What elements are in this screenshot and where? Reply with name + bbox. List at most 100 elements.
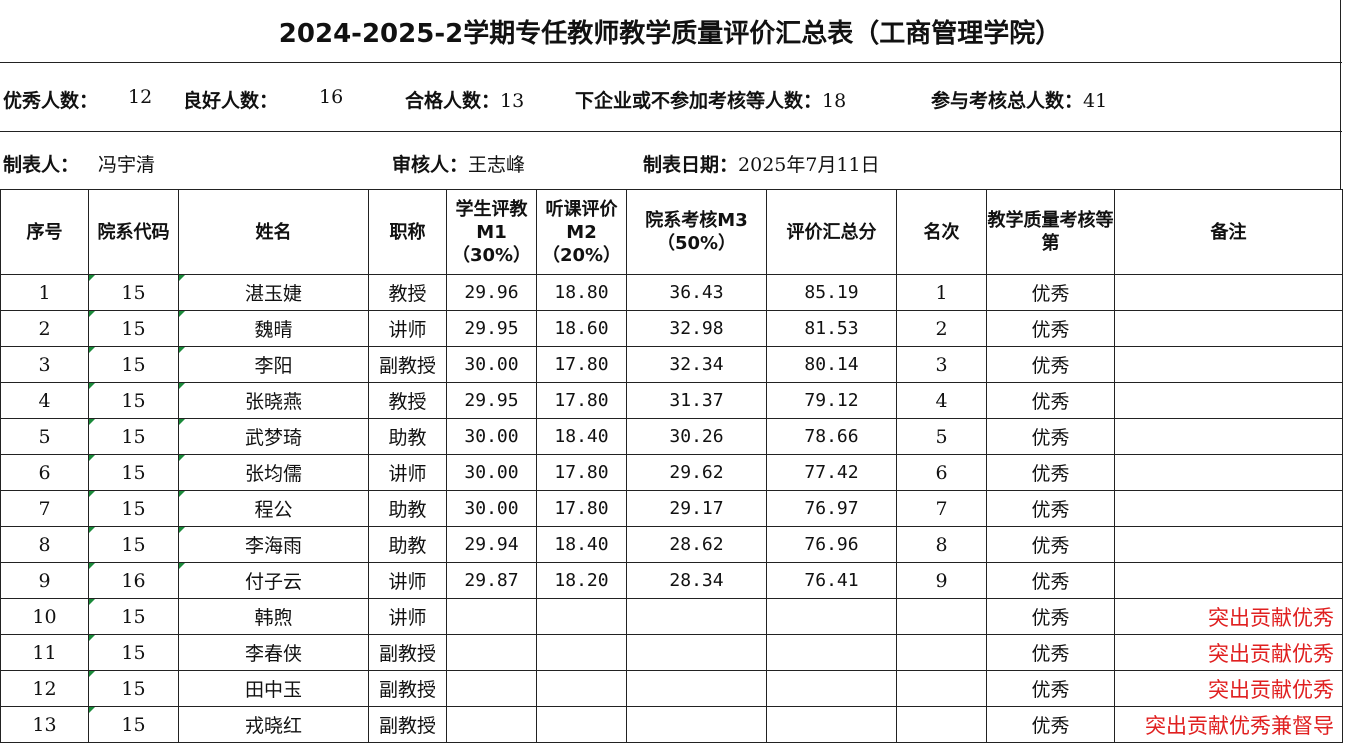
cell-m3[interactable] (626, 670, 767, 707)
cell-m3[interactable]: 32.98 (626, 310, 767, 347)
cell-name[interactable]: 程公 (178, 490, 369, 527)
cell-index[interactable]: 1 (0, 274, 89, 311)
cell-m2[interactable] (536, 706, 627, 743)
header-m2[interactable]: 听课评价M2（20%） (536, 189, 627, 275)
cell-name[interactable]: 李阳 (178, 346, 369, 383)
cell-index[interactable]: 2 (0, 310, 89, 347)
pass-count[interactable]: 合格人数：13 (405, 86, 524, 113)
cell-title[interactable]: 讲师 (368, 598, 447, 635)
header-remark[interactable]: 备注 (1114, 189, 1343, 275)
cell-total-score[interactable] (766, 598, 897, 635)
cell-m2[interactable]: 17.80 (536, 382, 627, 419)
cell-m1[interactable] (446, 634, 537, 671)
cell-remark[interactable] (1114, 274, 1343, 311)
cell-m3[interactable]: 31.37 (626, 382, 767, 419)
cell-dept-code[interactable]: 15 (88, 526, 179, 563)
cell-index[interactable]: 8 (0, 526, 89, 563)
cell-m1[interactable]: 29.95 (446, 310, 537, 347)
cell-m2[interactable] (536, 670, 627, 707)
cell-m1[interactable]: 30.00 (446, 490, 537, 527)
cell-remark[interactable] (1114, 454, 1343, 491)
cell-m1[interactable] (446, 598, 537, 635)
cell-remark[interactable] (1114, 418, 1343, 455)
cell-index[interactable]: 3 (0, 346, 89, 383)
cell-remark[interactable]: 突出贡献优秀 (1114, 670, 1343, 707)
cell-total-score[interactable]: 79.12 (766, 382, 897, 419)
header-m3[interactable]: 院系考核M3（50%） (626, 189, 767, 275)
maker[interactable]: 制表人： (3, 150, 79, 177)
cell-grade[interactable]: 优秀 (986, 598, 1115, 635)
cell-m2[interactable] (536, 598, 627, 635)
cell-total-score[interactable]: 77.42 (766, 454, 897, 491)
cell-rank[interactable]: 6 (896, 454, 987, 491)
cell-grade[interactable]: 优秀 (986, 310, 1115, 347)
cell-m1[interactable]: 29.87 (446, 562, 537, 599)
cell-remark[interactable] (1114, 490, 1343, 527)
cell-total-score[interactable] (766, 634, 897, 671)
cell-dept-code[interactable]: 15 (88, 274, 179, 311)
cell-m2[interactable]: 18.80 (536, 274, 627, 311)
cell-rank[interactable] (896, 706, 987, 743)
total-count[interactable]: 参与考核总人数：41 (931, 86, 1107, 113)
other-count[interactable]: 下企业或不参加考核等人数：18 (575, 86, 846, 113)
cell-m1[interactable]: 30.00 (446, 346, 537, 383)
excellent-count[interactable]: 优秀人数： (3, 86, 98, 113)
header-total-score[interactable]: 评价汇总分 (766, 189, 897, 275)
cell-m2[interactable]: 17.80 (536, 490, 627, 527)
cell-title[interactable]: 讲师 (368, 454, 447, 491)
excellent-count-value[interactable]: 12 (128, 86, 152, 108)
cell-name[interactable]: 田中玉 (178, 670, 369, 707)
cell-name[interactable]: 戎晓红 (178, 706, 369, 743)
cell-dept-code[interactable]: 15 (88, 310, 179, 347)
cell-m2[interactable]: 18.60 (536, 310, 627, 347)
cell-title[interactable]: 副教授 (368, 706, 447, 743)
cell-name[interactable]: 付子云 (178, 562, 369, 599)
cell-index[interactable]: 13 (0, 706, 89, 743)
cell-index[interactable]: 7 (0, 490, 89, 527)
cell-name[interactable]: 武梦琦 (178, 418, 369, 455)
cell-dept-code[interactable]: 15 (88, 598, 179, 635)
cell-title[interactable]: 教授 (368, 274, 447, 311)
cell-dept-code[interactable]: 15 (88, 346, 179, 383)
cell-rank[interactable]: 3 (896, 346, 987, 383)
cell-m2[interactable]: 18.40 (536, 418, 627, 455)
cell-index[interactable]: 5 (0, 418, 89, 455)
cell-dept-code[interactable]: 15 (88, 418, 179, 455)
sheet-title[interactable]: 2024-2025-2学期专任教师教学质量评价汇总表（工商管理学院） (278, 18, 1062, 49)
table-date[interactable]: 制表日期：2025年7月11日 (643, 150, 880, 177)
cell-title[interactable]: 讲师 (368, 310, 447, 347)
cell-m3[interactable] (626, 706, 767, 743)
cell-m3[interactable]: 36.43 (626, 274, 767, 311)
cell-m2[interactable]: 18.20 (536, 562, 627, 599)
cell-remark[interactable]: 突出贡献优秀 (1114, 634, 1343, 671)
reviewer[interactable]: 审核人：王志峰 (392, 150, 525, 177)
cell-grade[interactable]: 优秀 (986, 562, 1115, 599)
cell-m2[interactable] (536, 634, 627, 671)
cell-title[interactable]: 副教授 (368, 346, 447, 383)
cell-total-score[interactable]: 76.96 (766, 526, 897, 563)
cell-m3[interactable] (626, 598, 767, 635)
cell-rank[interactable]: 9 (896, 562, 987, 599)
cell-remark[interactable] (1114, 562, 1343, 599)
header-title[interactable]: 职称 (368, 189, 447, 275)
cell-dept-code[interactable]: 15 (88, 706, 179, 743)
cell-dept-code[interactable]: 15 (88, 454, 179, 491)
cell-rank[interactable]: 5 (896, 418, 987, 455)
cell-index[interactable]: 10 (0, 598, 89, 635)
cell-dept-code[interactable]: 15 (88, 382, 179, 419)
cell-title[interactable]: 副教授 (368, 670, 447, 707)
cell-remark[interactable] (1114, 310, 1343, 347)
cell-m2[interactable]: 17.80 (536, 346, 627, 383)
header-m1[interactable]: 学生评教M1（30%） (446, 189, 537, 275)
cell-total-score[interactable] (766, 706, 897, 743)
cell-m1[interactable]: 29.94 (446, 526, 537, 563)
cell-name[interactable]: 李春侠 (178, 634, 369, 671)
cell-rank[interactable]: 7 (896, 490, 987, 527)
cell-grade[interactable]: 优秀 (986, 454, 1115, 491)
good-count[interactable]: 良好人数： (183, 86, 278, 113)
header-name[interactable]: 姓名 (178, 189, 369, 275)
cell-remark[interactable]: 突出贡献优秀 (1114, 598, 1343, 635)
cell-grade[interactable]: 优秀 (986, 418, 1115, 455)
cell-dept-code[interactable]: 15 (88, 634, 179, 671)
cell-name[interactable]: 湛玉婕 (178, 274, 369, 311)
